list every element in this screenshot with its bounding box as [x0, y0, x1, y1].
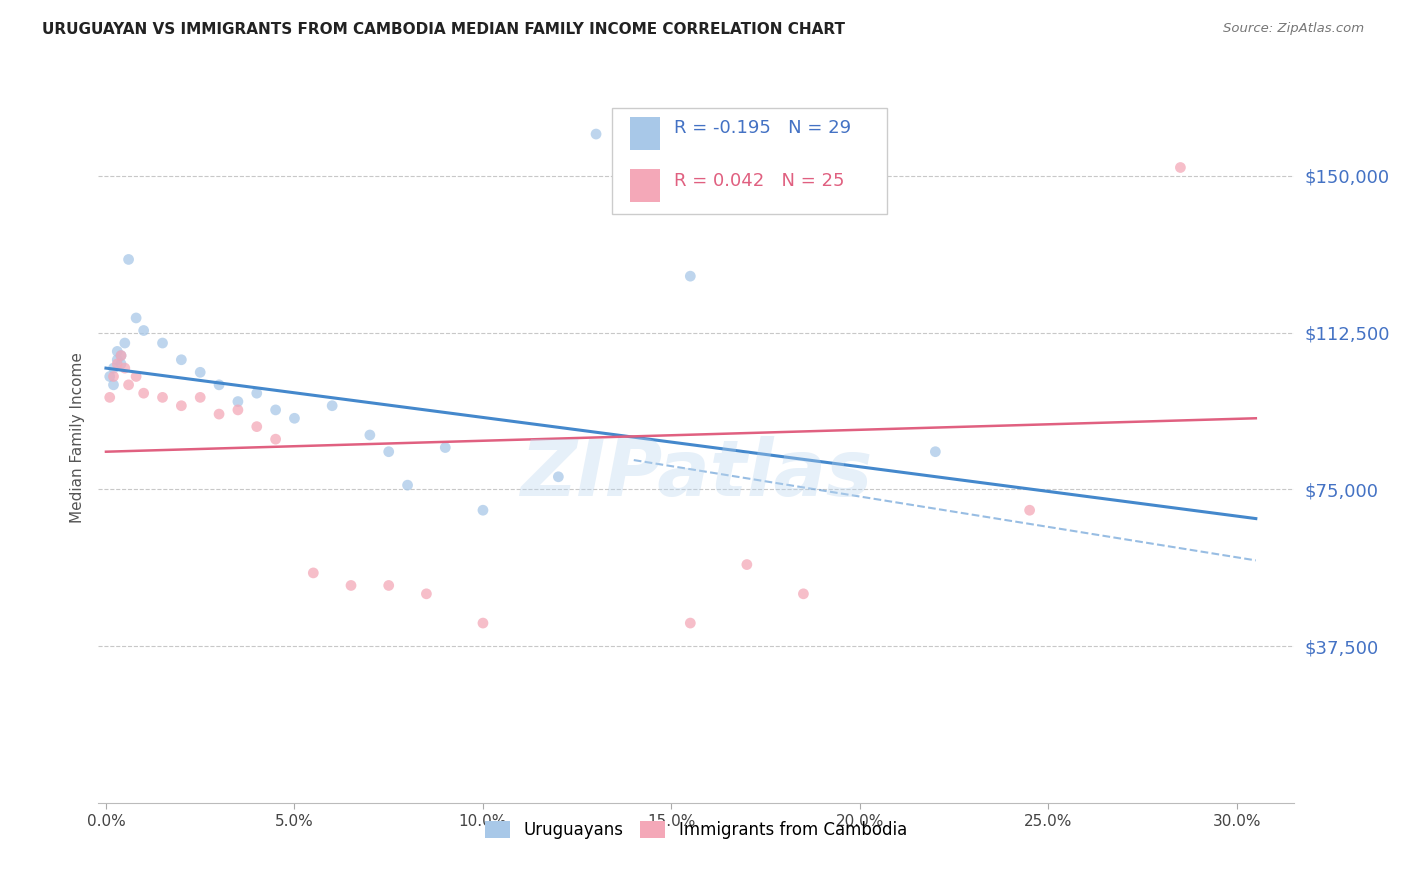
FancyBboxPatch shape [613, 108, 887, 214]
Point [125, 310, 148, 325]
Point [359, 428, 381, 442]
Point [434, 441, 457, 455]
Point [226, 394, 249, 409]
Point [283, 411, 305, 425]
Point [246, 419, 269, 434]
Point [585, 127, 607, 141]
Text: R = -0.195   N = 29: R = -0.195 N = 29 [675, 120, 852, 137]
Point [132, 386, 155, 401]
Y-axis label: Median Family Income: Median Family Income [69, 351, 84, 523]
Point [114, 361, 136, 376]
Point [125, 369, 148, 384]
Point [321, 399, 343, 413]
Text: Source: ZipAtlas.com: Source: ZipAtlas.com [1223, 22, 1364, 36]
Point [110, 357, 132, 371]
Point [377, 578, 399, 592]
Point [679, 616, 702, 631]
Point [208, 407, 231, 421]
Legend: Uruguayans, Immigrants from Cambodia: Uruguayans, Immigrants from Cambodia [478, 814, 914, 846]
Point [110, 349, 132, 363]
Point [226, 403, 249, 417]
Point [152, 336, 174, 351]
Point [110, 349, 132, 363]
Point [472, 616, 495, 631]
Point [924, 444, 946, 458]
Text: ZIPatlas: ZIPatlas [520, 435, 872, 512]
Point [246, 386, 269, 401]
Point [302, 566, 325, 580]
Point [132, 324, 155, 338]
Text: R = 0.042   N = 25: R = 0.042 N = 25 [675, 172, 845, 190]
Point [547, 470, 569, 484]
Point [340, 578, 363, 592]
Point [1170, 161, 1192, 175]
Point [152, 390, 174, 404]
Point [117, 377, 139, 392]
Point [98, 369, 121, 384]
Point [114, 336, 136, 351]
Point [105, 352, 128, 367]
Point [188, 365, 211, 379]
Point [1018, 503, 1040, 517]
Point [396, 478, 419, 492]
Point [264, 432, 287, 446]
Point [98, 390, 121, 404]
Point [264, 403, 287, 417]
Point [103, 361, 125, 376]
Point [170, 399, 193, 413]
Point [208, 377, 231, 392]
Point [117, 252, 139, 267]
FancyBboxPatch shape [630, 169, 661, 202]
Point [792, 587, 814, 601]
Point [170, 352, 193, 367]
Text: URUGUAYAN VS IMMIGRANTS FROM CAMBODIA MEDIAN FAMILY INCOME CORRELATION CHART: URUGUAYAN VS IMMIGRANTS FROM CAMBODIA ME… [42, 22, 845, 37]
Point [105, 357, 128, 371]
Point [105, 344, 128, 359]
Point [377, 444, 399, 458]
Point [472, 503, 495, 517]
Point [679, 269, 702, 284]
Point [415, 587, 437, 601]
FancyBboxPatch shape [630, 118, 661, 151]
Point [103, 369, 125, 384]
Point [735, 558, 758, 572]
Point [188, 390, 211, 404]
Point [103, 377, 125, 392]
